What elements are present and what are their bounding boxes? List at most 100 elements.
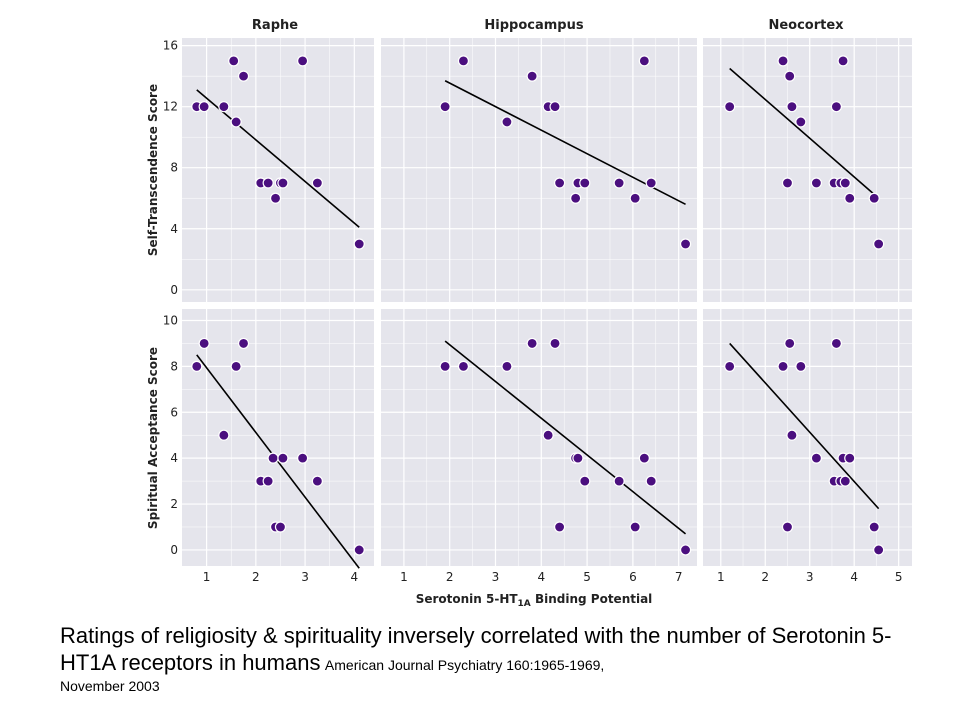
point-top-hippocampus-3	[526, 70, 538, 82]
x-tick-label-hippocampus-3: 4	[537, 570, 545, 584]
point-bottom-raphe-1	[198, 337, 210, 350]
y-tick-label-top-4: 16	[163, 39, 178, 53]
y-tick-label-bottom-4: 8	[170, 359, 178, 373]
point-top-raphe-8	[269, 192, 282, 204]
point-top-neocortex-6	[810, 177, 822, 189]
point-bottom-neocortex-0	[724, 360, 736, 372]
point-top-neocortex-0	[724, 101, 736, 113]
point-bottom-neocortex-2	[781, 521, 794, 533]
point-top-hippocampus-5	[549, 101, 561, 113]
fit-line-bottom-raphe	[196, 354, 360, 569]
point-bottom-neocortex-13	[868, 521, 880, 533]
point-bottom-hippocampus-14	[679, 544, 692, 556]
point-top-hippocampus-1	[457, 55, 470, 67]
point-bottom-raphe-12	[311, 475, 323, 487]
panel-title-hippocampus: Hippocampus	[484, 18, 583, 33]
x-tick-label-raphe-0: 1	[203, 570, 211, 584]
point-top-neocortex-4	[786, 101, 798, 113]
panel-bg-bottom-hippocampus	[381, 309, 697, 566]
point-top-hippocampus-13	[645, 177, 657, 189]
point-bottom-hippocampus-8	[572, 452, 584, 464]
point-top-neocortex-8	[830, 101, 843, 113]
panel-bg-top-neocortex	[703, 38, 912, 302]
point-top-neocortex-5	[795, 116, 807, 128]
x-axis-label-suffix: Binding Potential	[531, 592, 653, 606]
panel-title-neocortex: Neocortex	[768, 18, 844, 33]
x-axis-label-prefix: Serotonin 5-HT	[416, 592, 519, 606]
point-bottom-neocortex-12	[844, 452, 856, 464]
x-tick-label-hippocampus-4: 5	[583, 570, 591, 584]
point-bottom-hippocampus-12	[638, 452, 650, 464]
point-bottom-neocortex-14	[873, 544, 885, 556]
caption-date: November 2003	[60, 678, 160, 694]
point-top-raphe-2	[218, 101, 230, 113]
point-top-raphe-5	[237, 70, 250, 82]
point-bottom-raphe-7	[267, 452, 279, 464]
y-axis-label-top: Self-Transcendence Score	[146, 84, 160, 256]
panel-bg-top-hippocampus	[381, 38, 697, 302]
y-tick-label-bottom-3: 6	[170, 405, 178, 419]
point-bottom-neocortex-5	[795, 360, 807, 372]
fit-line-top-hippocampus	[444, 80, 686, 206]
point-top-raphe-7	[262, 177, 274, 189]
point-bottom-raphe-13	[353, 544, 365, 556]
point-bottom-raphe-9	[274, 521, 287, 533]
point-bottom-neocortex-6	[810, 452, 822, 464]
point-top-raphe-3	[228, 55, 240, 67]
point-bottom-hippocampus-3	[526, 337, 538, 350]
point-top-hippocampus-8	[579, 177, 591, 189]
point-bottom-raphe-10	[277, 452, 289, 464]
point-bottom-hippocampus-11	[629, 521, 641, 533]
point-top-neocortex-13	[868, 192, 880, 204]
point-bottom-hippocampus-2	[501, 360, 513, 372]
x-tick-label-neocortex-2: 3	[806, 570, 814, 584]
point-bottom-raphe-3	[230, 360, 242, 372]
x-tick-label-neocortex-3: 4	[850, 570, 858, 584]
point-top-raphe-13	[353, 238, 365, 250]
y-tick-label-top-3: 12	[163, 100, 178, 114]
point-top-neocortex-1	[777, 55, 789, 67]
y-tick-label-bottom-5: 10	[163, 313, 178, 327]
x-tick-label-hippocampus-1: 2	[446, 570, 454, 584]
caption-main: Ratings of religiosity & spirituality in…	[60, 623, 892, 675]
x-tick-label-raphe-3: 4	[350, 570, 358, 584]
point-bottom-hippocampus-10	[613, 475, 625, 487]
y-tick-label-bottom-0: 0	[170, 543, 178, 557]
point-bottom-hippocampus-0	[439, 360, 451, 372]
x-tick-label-hippocampus-5: 6	[629, 570, 637, 584]
point-bottom-neocortex-3	[784, 337, 796, 350]
x-tick-label-hippocampus-2: 3	[492, 570, 500, 584]
fit-line-bottom-hippocampus	[444, 340, 687, 535]
fit-line-bottom-neocortex	[729, 342, 880, 510]
x-tick-label-neocortex-4: 5	[895, 570, 903, 584]
fit-line-top-raphe	[196, 89, 360, 228]
point-top-hippocampus-6	[554, 177, 566, 189]
point-bottom-hippocampus-6	[554, 521, 566, 533]
point-top-hippocampus-12	[638, 55, 650, 67]
point-bottom-raphe-0	[191, 360, 203, 372]
caption-source: American Journal Psychiatry 160:1965-196…	[324, 657, 605, 673]
point-top-hippocampus-10	[613, 177, 625, 189]
point-bottom-raphe-2	[218, 429, 230, 441]
x-tick-label-raphe-2: 3	[301, 570, 309, 584]
panel-title-raphe: Raphe	[252, 18, 298, 33]
point-top-hippocampus-2	[501, 116, 513, 128]
point-bottom-raphe-4	[237, 337, 250, 350]
point-bottom-raphe-11	[297, 452, 309, 464]
y-axis-label-bottom: Spiritual Acceptance Score	[146, 347, 160, 529]
point-top-hippocampus-9	[570, 192, 582, 204]
point-top-neocortex-3	[784, 70, 796, 82]
x-tick-label-neocortex-1: 2	[761, 570, 769, 584]
point-top-raphe-4	[230, 116, 242, 128]
point-bottom-hippocampus-9	[579, 475, 591, 487]
y-tick-label-top-0: 0	[170, 283, 178, 297]
x-tick-label-raphe-1: 2	[252, 570, 260, 584]
y-tick-label-top-2: 8	[170, 161, 178, 175]
fit-line-top-neocortex	[729, 67, 880, 199]
caption: Ratings of religiosity & spirituality in…	[60, 622, 940, 694]
point-bottom-hippocampus-4	[542, 429, 554, 441]
point-bottom-neocortex-4	[786, 429, 798, 441]
point-top-raphe-10	[277, 177, 289, 189]
